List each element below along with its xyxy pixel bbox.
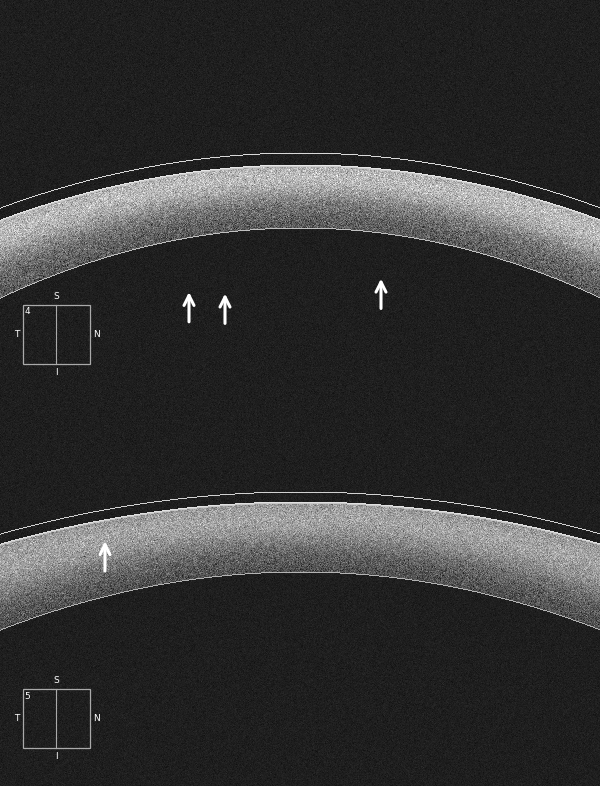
Text: S: S bbox=[53, 292, 59, 301]
Text: N: N bbox=[93, 714, 100, 723]
Bar bbox=[23, 305, 90, 364]
Text: S: S bbox=[53, 677, 59, 685]
Text: I: I bbox=[55, 368, 58, 376]
Text: I: I bbox=[55, 752, 58, 761]
Text: N: N bbox=[93, 330, 100, 339]
Text: 4: 4 bbox=[25, 307, 30, 316]
Text: 5: 5 bbox=[25, 692, 31, 700]
Text: T: T bbox=[14, 330, 20, 339]
Bar bbox=[23, 689, 90, 748]
Text: T: T bbox=[14, 714, 20, 723]
